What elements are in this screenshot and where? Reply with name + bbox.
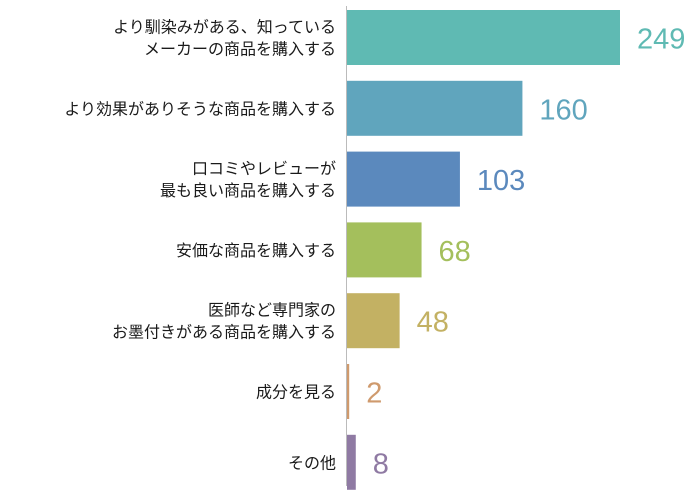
category-label-0: より馴染みがある、知っているメーカーの商品を購入する: [113, 18, 336, 59]
bar-6: [347, 434, 356, 490]
category-label-2: 口コミやレビューが最も良い商品を購入する: [160, 159, 336, 200]
category-label-4: 医師など専門家のお墨付きがある商品を購入する: [112, 301, 336, 342]
category-label-line: メーカーの商品を購入する: [144, 40, 336, 59]
category-label-line: 安価な商品を購入する: [176, 241, 336, 260]
bar-1: [347, 80, 523, 136]
category-label-line: 医師など専門家の: [208, 301, 336, 320]
category-label-line: 口コミやレビューが: [192, 159, 336, 178]
bar-4: [347, 293, 400, 349]
value-label-1: 160: [539, 94, 587, 126]
bar-0: [347, 10, 620, 65]
category-label-5: 成分を見る: [256, 383, 336, 402]
category-label-line: お墨付きがある商品を購入する: [112, 323, 336, 342]
category-label-1: より効果がありそうな商品を購入する: [64, 99, 336, 118]
bar-2: [347, 151, 460, 207]
category-label-line: その他: [288, 453, 336, 472]
bar-5: [347, 364, 350, 419]
category-label-3: 安価な商品を購入する: [176, 241, 336, 260]
value-label-2: 103: [477, 165, 525, 197]
value-label-0: 249: [637, 24, 685, 56]
value-label-5: 2: [366, 378, 382, 410]
category-label-line: 最も良い商品を購入する: [160, 181, 336, 200]
value-label-3: 68: [439, 236, 471, 268]
category-label-line: 成分を見る: [256, 383, 336, 402]
value-label-4: 48: [417, 307, 449, 339]
category-label-line: より馴染みがある、知っている: [113, 18, 336, 37]
category-label-6: その他: [288, 453, 336, 472]
bar-3: [347, 222, 422, 278]
category-label-line: より効果がありそうな商品を購入する: [64, 99, 336, 118]
value-label-6: 8: [373, 448, 389, 480]
